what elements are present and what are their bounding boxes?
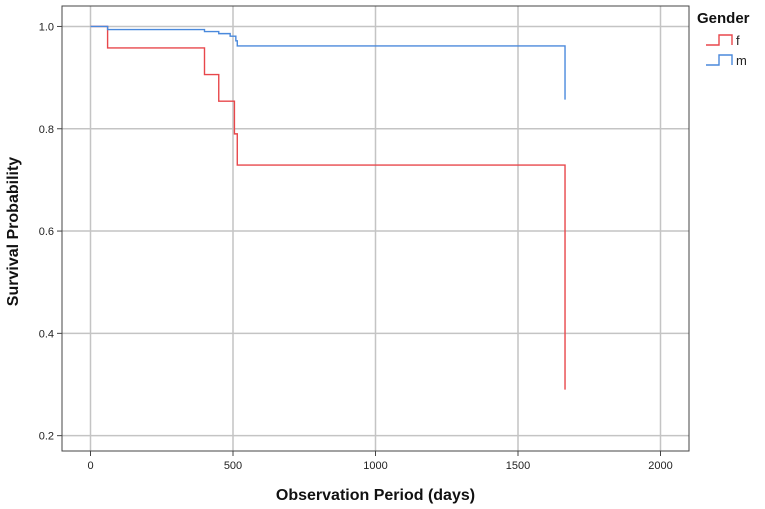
grid-lines (62, 6, 689, 451)
legend: Gender fm (697, 10, 750, 68)
x-tick-label: 0 (87, 460, 93, 472)
x-tick-label: 500 (224, 460, 242, 472)
legend-symbol-m (706, 54, 733, 66)
x-tick-label: 2000 (648, 460, 672, 472)
x-tick-label: 1000 (363, 460, 387, 472)
x-axis-ticks: 0 500 1000 1500 2000 (87, 451, 673, 472)
x-axis-title: Observation Period (days) (276, 487, 475, 504)
y-tick-label: 1.0 (39, 21, 54, 33)
series-line-m (90, 25, 566, 100)
y-tick-label: 0.2 (39, 431, 54, 443)
y-tick-label: 0.4 (39, 328, 54, 340)
legend-title: Gender (697, 10, 750, 27)
legend-symbol-f (706, 34, 733, 46)
y-tick-label: 0.8 (39, 124, 54, 136)
x-tick-label: 1500 (506, 460, 530, 472)
legend-label-f: f (736, 33, 740, 48)
legend-label-m: m (736, 53, 747, 68)
series-line-f (90, 25, 566, 390)
y-tick-label: 0.6 (39, 226, 54, 238)
series-lines (90, 25, 566, 390)
y-axis-ticks: 0.2 0.4 0.6 0.8 1.0 (39, 21, 62, 443)
y-axis-title: Survival Probability (5, 157, 22, 306)
